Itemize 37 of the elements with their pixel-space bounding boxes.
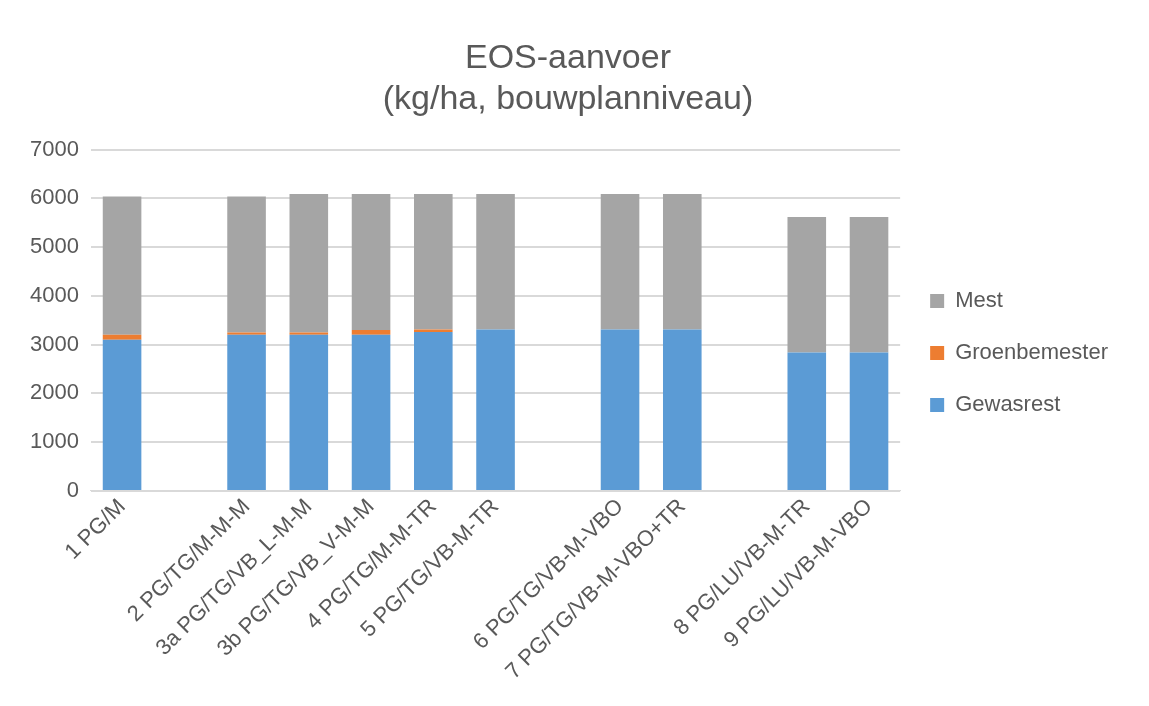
bar	[227, 196, 266, 333]
legend-label: Gewasrest	[955, 391, 1061, 417]
bar	[414, 331, 453, 490]
bar	[289, 332, 329, 335]
bar	[600, 193, 640, 330]
bar	[600, 329, 640, 490]
bar	[414, 193, 453, 330]
bar	[787, 352, 827, 490]
y-tick-label: 2000	[29, 379, 79, 405]
y-tick-label: 3000	[29, 330, 79, 356]
bar	[849, 352, 889, 490]
bar	[102, 339, 142, 490]
bar	[849, 216, 889, 353]
bar	[289, 334, 329, 490]
bar	[289, 193, 329, 333]
bar	[351, 334, 391, 490]
y-tick-label: 1000	[29, 428, 79, 454]
legend-label: Mest	[955, 287, 1003, 313]
bar	[351, 330, 391, 335]
text: EOS-aanvoer	[465, 36, 671, 75]
bar	[787, 216, 827, 353]
bar	[227, 334, 266, 490]
y-tick-label: 0	[66, 476, 79, 502]
bar	[662, 193, 702, 330]
y-tick-label: 7000	[29, 135, 79, 161]
bar	[102, 196, 142, 335]
bar	[351, 193, 391, 330]
y-tick-label: 4000	[29, 281, 79, 307]
text: (kg/ha, bouwplanniveau)	[382, 77, 754, 116]
bar	[662, 329, 702, 490]
legend-label: Groenbemester	[955, 339, 1109, 365]
bar	[227, 332, 266, 335]
bar	[476, 329, 515, 490]
y-tick-label: 6000	[29, 184, 79, 210]
bar	[102, 334, 142, 340]
y-tick-label: 5000	[29, 233, 79, 259]
bar	[476, 193, 515, 330]
